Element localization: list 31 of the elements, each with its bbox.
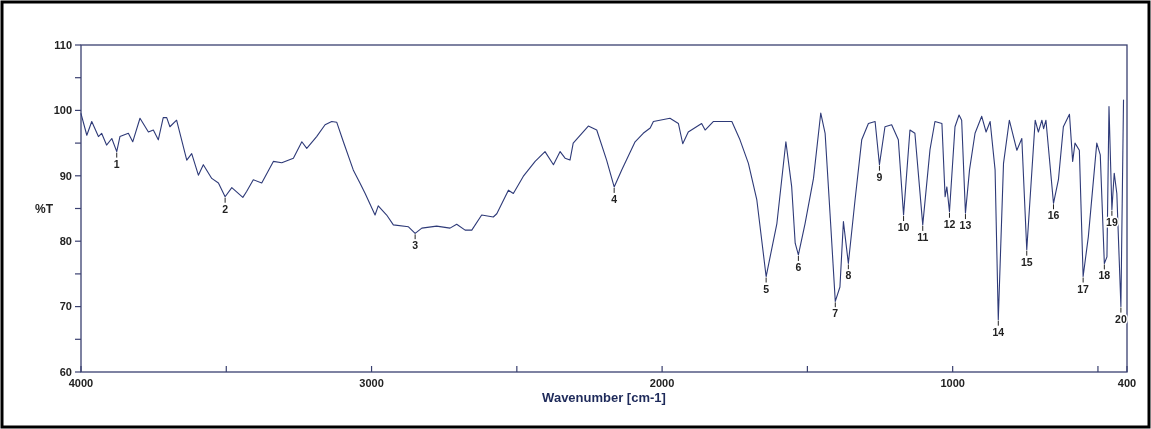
y-tick-label: 70 (59, 300, 72, 313)
y-tick-label: 60 (59, 365, 72, 378)
annotation: 12 (943, 217, 956, 230)
annotation: 6 (795, 260, 802, 273)
annotation: 11 (917, 230, 929, 243)
annotation: 10 (897, 221, 910, 234)
annotation: 1 (113, 157, 120, 170)
annotation: 3 (412, 239, 419, 252)
annotation: 4 (611, 192, 618, 205)
annotation: 17 (1077, 282, 1090, 295)
y-tick-label: 100 (53, 104, 72, 117)
y-tick-label: 80 (59, 235, 72, 248)
annotation: 18 (1098, 269, 1111, 282)
x-tick-label: 3000 (359, 377, 384, 389)
y-tick-label: 90 (59, 169, 72, 182)
x-axis-title: Wavenumber [cm-1] (542, 390, 666, 405)
annotation: 14 (992, 325, 1005, 338)
x-tick-label: 2000 (649, 377, 675, 389)
annotation: 8 (845, 269, 852, 282)
y-tick-label: 110 (54, 38, 72, 51)
annotation: 16 (1047, 209, 1060, 222)
annotation: 13 (959, 219, 972, 232)
annotation: 5 (763, 282, 770, 295)
annotation: 15 (1020, 255, 1033, 268)
y-axis-title: %T (35, 201, 54, 216)
annotation: 7 (832, 307, 839, 320)
annotation: 2 (222, 202, 229, 215)
x-tick-label: 1000 (940, 377, 965, 389)
x-tick-label: 400 (1117, 377, 1137, 389)
x-tick-label: 4000 (68, 377, 94, 389)
annotation: 9 (876, 170, 883, 183)
